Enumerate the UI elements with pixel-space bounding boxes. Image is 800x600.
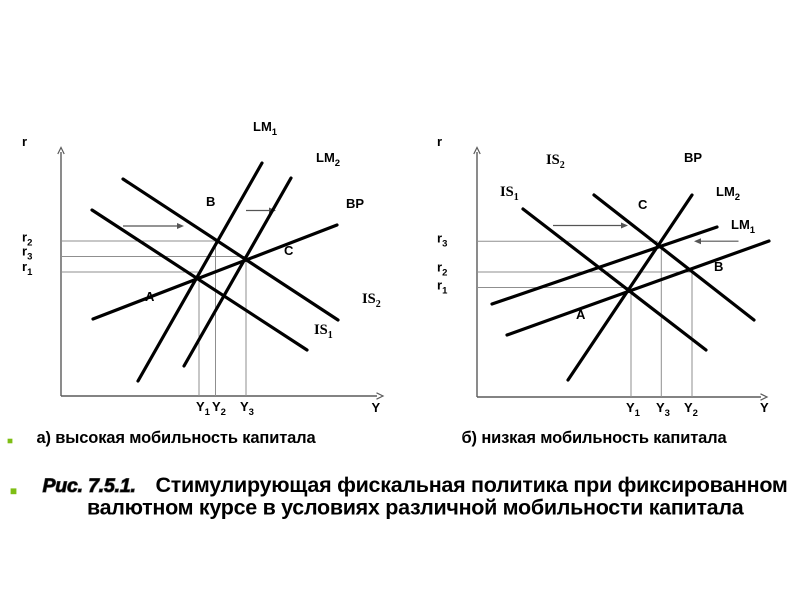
svg-text:A: A [145, 289, 155, 304]
svg-text:B: B [206, 194, 215, 209]
svg-text:C: C [638, 197, 648, 212]
svg-text:r2: r2 [22, 230, 32, 249]
svg-text:r3: r3 [22, 244, 32, 263]
svg-text:Y: Y [372, 400, 381, 415]
svg-text:LM1: LM1 [253, 119, 278, 138]
svg-text:Рис. 7.5.1.: Рис. 7.5.1. [43, 475, 136, 497]
svg-text:r: r [437, 134, 442, 149]
svg-text:LM2: LM2 [316, 150, 340, 169]
svg-text:r3: r3 [437, 231, 447, 250]
svg-text:B: B [714, 259, 723, 274]
svg-text:а) высокая мобильность капитал: а) высокая мобильность капитала [37, 429, 317, 447]
svg-text:б) низкая мобильность капитала: б) низкая мобильность капитала [462, 429, 728, 447]
svg-text:Y: Y [760, 400, 769, 415]
svg-text:r1: r1 [22, 259, 33, 278]
svg-text:C: C [284, 243, 294, 258]
svg-text:LM1: LM1 [731, 217, 756, 236]
svg-text:r: r [22, 134, 27, 149]
svg-text:BP: BP [684, 150, 702, 165]
svg-text:r1: r1 [437, 278, 448, 297]
svg-text:BP: BP [346, 196, 364, 211]
svg-text:Стимулирующая фискальная полит: Стимулирующая фискальная политика при фи… [156, 473, 788, 497]
svg-text:A: A [576, 307, 586, 322]
svg-text:LM2: LM2 [716, 184, 740, 203]
svg-text:Рис. 7.5.1.: Рис. 7.5.1. [43, 475, 136, 497]
svg-text:валютном курсе в условиях разл: валютном курсе в условиях различной моби… [87, 496, 745, 520]
svg-text:r2: r2 [437, 260, 447, 279]
